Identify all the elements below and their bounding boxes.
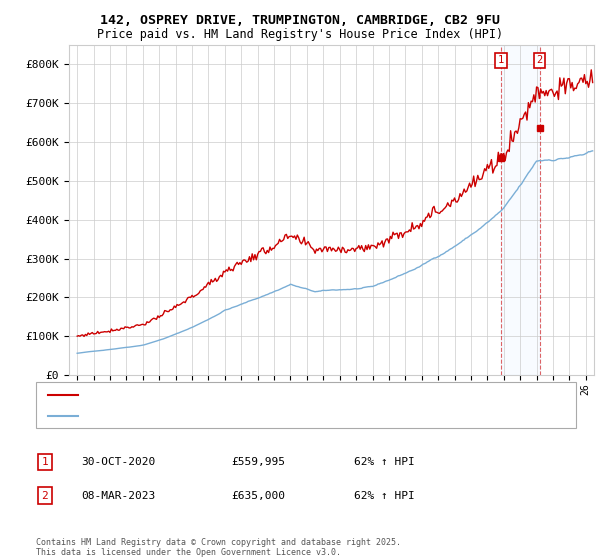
Text: Price paid vs. HM Land Registry's House Price Index (HPI): Price paid vs. HM Land Registry's House … — [97, 28, 503, 41]
Text: £559,995: £559,995 — [231, 457, 285, 467]
Text: £635,000: £635,000 — [231, 491, 285, 501]
Text: 142, OSPREY DRIVE, TRUMPINGTON, CAMBRIDGE, CB2 9FU: 142, OSPREY DRIVE, TRUMPINGTON, CAMBRIDG… — [100, 14, 500, 27]
Text: 2: 2 — [536, 55, 543, 66]
Bar — [501, 45, 539, 375]
Text: 62% ↑ HPI: 62% ↑ HPI — [354, 457, 415, 467]
Text: 1: 1 — [498, 55, 504, 66]
Text: 1: 1 — [41, 457, 49, 467]
Text: 142, OSPREY DRIVE, TRUMPINGTON, CAMBRIDGE, CB2 9FU (semi-detached house): 142, OSPREY DRIVE, TRUMPINGTON, CAMBRIDG… — [84, 390, 507, 400]
Text: 08-MAR-2023: 08-MAR-2023 — [81, 491, 155, 501]
Text: HPI: Average price, semi-detached house, South Cambridgeshire: HPI: Average price, semi-detached house,… — [84, 410, 442, 421]
Text: 62% ↑ HPI: 62% ↑ HPI — [354, 491, 415, 501]
Text: Contains HM Land Registry data © Crown copyright and database right 2025.
This d: Contains HM Land Registry data © Crown c… — [36, 538, 401, 557]
Text: 30-OCT-2020: 30-OCT-2020 — [81, 457, 155, 467]
Text: 2: 2 — [41, 491, 49, 501]
